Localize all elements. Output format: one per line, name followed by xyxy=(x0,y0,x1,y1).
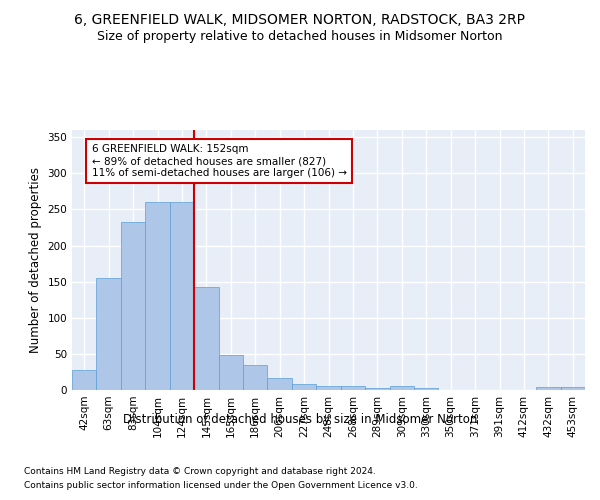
Bar xyxy=(170,202,194,390)
Bar xyxy=(389,386,414,390)
Bar xyxy=(97,278,121,390)
Bar xyxy=(218,356,243,390)
Bar xyxy=(72,370,97,390)
Bar xyxy=(243,364,268,390)
Bar xyxy=(536,387,560,390)
Bar xyxy=(560,387,585,390)
Bar xyxy=(194,286,218,390)
Bar xyxy=(316,386,341,390)
Bar xyxy=(414,388,439,390)
Bar xyxy=(365,388,389,390)
Text: 6, GREENFIELD WALK, MIDSOMER NORTON, RADSTOCK, BA3 2RP: 6, GREENFIELD WALK, MIDSOMER NORTON, RAD… xyxy=(74,12,526,26)
Text: Contains HM Land Registry data © Crown copyright and database right 2024.: Contains HM Land Registry data © Crown c… xyxy=(24,468,376,476)
Text: 6 GREENFIELD WALK: 152sqm
← 89% of detached houses are smaller (827)
11% of semi: 6 GREENFIELD WALK: 152sqm ← 89% of detac… xyxy=(92,144,347,178)
Text: Contains public sector information licensed under the Open Government Licence v3: Contains public sector information licen… xyxy=(24,481,418,490)
Bar xyxy=(121,222,145,390)
Y-axis label: Number of detached properties: Number of detached properties xyxy=(29,167,42,353)
Bar xyxy=(341,386,365,390)
Text: Size of property relative to detached houses in Midsomer Norton: Size of property relative to detached ho… xyxy=(97,30,503,43)
Bar xyxy=(268,378,292,390)
Text: Distribution of detached houses by size in Midsomer Norton: Distribution of detached houses by size … xyxy=(123,412,477,426)
Bar xyxy=(292,384,316,390)
Bar xyxy=(145,202,170,390)
